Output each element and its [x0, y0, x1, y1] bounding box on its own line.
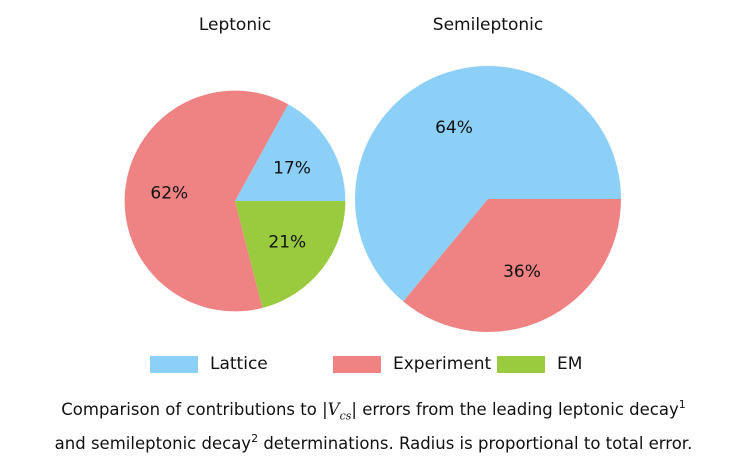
legend-item-em: EM [497, 350, 582, 378]
caption-ref-2: 2 [251, 431, 259, 445]
legend-swatch-em [497, 355, 545, 373]
legend-label-experiment: Experiment [393, 354, 492, 374]
legend-label-em: EM [557, 354, 583, 374]
pie-title-leptonic: Leptonic [199, 15, 271, 35]
caption-vcs: V [327, 400, 340, 419]
pie-title-semileptonic: Semileptonic [433, 15, 543, 35]
legend-item-lattice: Lattice [150, 350, 268, 378]
slice-label-leptonic-experiment: 62% [150, 184, 188, 204]
slice-label-leptonic-em: 21% [268, 233, 306, 253]
slice-leptonic-em [235, 201, 346, 308]
figure-caption: Comparison of contributions to |Vcs| err… [10, 396, 737, 458]
legend-swatch-lattice [150, 355, 198, 373]
slice-label-semileptonic-lattice: 64% [435, 118, 473, 138]
caption-ref-1: 1 [678, 397, 686, 411]
legend-label-lattice: Lattice [210, 354, 268, 374]
caption-text-post: determinations. Radius is proportional t… [258, 434, 693, 454]
caption-text-mid: | errors from the leading leptonic decay [351, 400, 679, 419]
caption-text-line2: and semileptonic decay [54, 434, 252, 454]
slice-label-leptonic-lattice: 17% [273, 158, 311, 178]
slice-leptonic-lattice [235, 104, 346, 201]
caption-text-pre: Comparison of contributions to | [61, 400, 328, 419]
legend-item-experiment: Experiment [333, 350, 491, 378]
slice-semileptonic-experiment [403, 199, 621, 333]
legend-swatch-experiment [333, 355, 381, 373]
legend: Lattice Experiment EM [0, 350, 747, 380]
slice-label-semileptonic-experiment: 36% [503, 262, 541, 282]
slice-leptonic-experiment [124, 90, 289, 312]
caption-vcs-sub: cs [339, 409, 352, 423]
pie-charts: Leptonic 17% 62% 21% Semileptonic 64% 36% [124, 15, 621, 333]
slice-semileptonic-lattice [355, 66, 621, 302]
